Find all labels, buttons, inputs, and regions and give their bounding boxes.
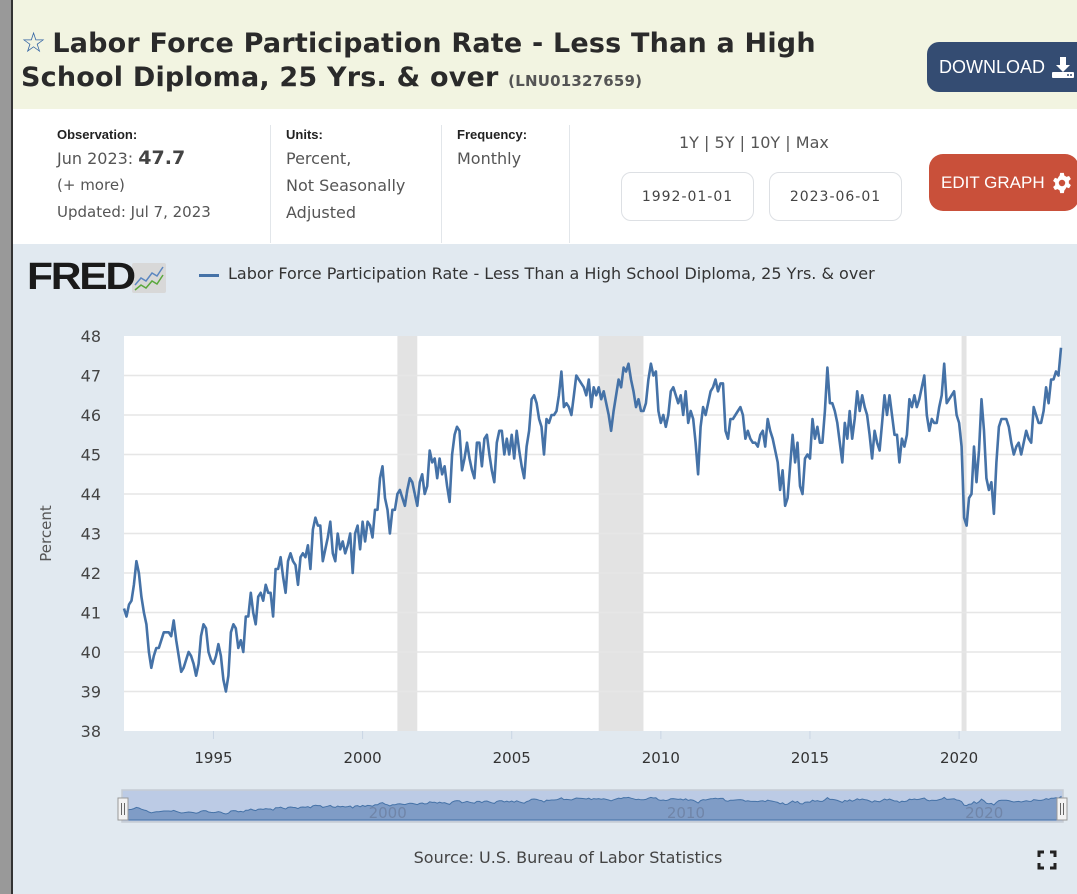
series-header: ☆ Labor Force Participation Rate - Less T… bbox=[13, 0, 1077, 109]
y-tick-label: 39 bbox=[81, 683, 101, 702]
gear-icon bbox=[1052, 172, 1071, 193]
divider bbox=[441, 125, 442, 243]
range-max[interactable]: Max bbox=[795, 133, 829, 152]
fred-logo: FRED bbox=[27, 256, 167, 299]
frequency-value: Monthly bbox=[457, 149, 522, 168]
y-tick-label: 42 bbox=[81, 564, 101, 583]
navigator-tick-label: 2010 bbox=[667, 804, 705, 822]
x-tick-label: 1995 bbox=[194, 749, 232, 767]
divider bbox=[270, 125, 271, 243]
observation-label: Observation: bbox=[57, 127, 138, 142]
y-tick-label: 47 bbox=[81, 367, 101, 386]
units-block: Units: Percent, Not Seasonally Adjusted bbox=[286, 125, 405, 226]
fullscreen-icon[interactable] bbox=[1037, 850, 1057, 870]
chart-source: Source: U.S. Bureau of Labor Statistics bbox=[413, 848, 723, 867]
range-separator: | bbox=[785, 133, 791, 152]
range-1y[interactable]: 1Y bbox=[679, 133, 699, 152]
y-tick-label: 38 bbox=[81, 722, 101, 741]
download-label: DOWNLOAD bbox=[939, 56, 1046, 77]
frequency-label: Frequency: bbox=[457, 127, 528, 142]
navigator-handle-right[interactable] bbox=[1056, 797, 1068, 821]
y-tick-label: 48 bbox=[81, 327, 101, 346]
navigator-series bbox=[123, 795, 1062, 821]
observation-value: 47.7 bbox=[138, 147, 186, 169]
units-line: Adjusted bbox=[286, 203, 357, 222]
x-tick-label: 2000 bbox=[344, 749, 382, 767]
legend-swatch bbox=[199, 274, 219, 277]
navigator-tick-label: 2020 bbox=[965, 804, 1003, 822]
end-date-input[interactable]: 2023-06-01 bbox=[769, 172, 902, 221]
navigator-tick-label: 2000 bbox=[369, 804, 407, 822]
chart-container: FRED Labor Force Participation Rate - Le… bbox=[13, 244, 1077, 894]
star-outline-icon[interactable]: ☆ bbox=[21, 26, 47, 59]
download-button[interactable]: DOWNLOAD bbox=[927, 42, 1077, 92]
observation-date: Jun 2023: bbox=[57, 149, 134, 168]
series-title: Labor Force Participation Rate - Less Th… bbox=[21, 28, 816, 93]
y-tick-label: 44 bbox=[81, 485, 101, 504]
x-tick-label: 2020 bbox=[940, 749, 978, 767]
series-line bbox=[122, 347, 1063, 693]
frequency-block: Frequency: Monthly bbox=[457, 125, 527, 172]
range-selector: 1Y | 5Y | 10Y | Max bbox=[679, 133, 829, 152]
download-icon bbox=[1052, 57, 1075, 78]
edit-graph-label: EDIT GRAPH bbox=[941, 172, 1045, 192]
y-tick-label: 46 bbox=[81, 406, 101, 425]
range-10y[interactable]: 10Y bbox=[750, 133, 781, 152]
window-edge bbox=[0, 0, 13, 894]
edit-graph-button[interactable]: EDIT GRAPH bbox=[929, 154, 1077, 211]
range-separator: | bbox=[739, 133, 745, 152]
y-tick-label: 45 bbox=[81, 446, 101, 465]
x-tick-label: 2010 bbox=[642, 749, 680, 767]
legend-series-label: Labor Force Participation Rate - Less Th… bbox=[228, 264, 875, 283]
units-line: Not Seasonally bbox=[286, 176, 406, 195]
series-metadata: Observation: Jun 2023: 47.7 (+ more) Upd… bbox=[13, 109, 1077, 244]
fred-chart-icon bbox=[132, 262, 167, 293]
y-tick-label: 43 bbox=[81, 525, 101, 544]
start-date-input[interactable]: 1992-01-01 bbox=[621, 172, 754, 221]
more-observations-link[interactable]: (+ more) bbox=[57, 176, 125, 194]
units-label: Units: bbox=[286, 127, 323, 142]
range-separator: | bbox=[704, 133, 710, 152]
fred-wordmark: FRED bbox=[27, 256, 136, 298]
units-line: Percent, bbox=[286, 149, 352, 168]
range-5y[interactable]: 5Y bbox=[714, 133, 735, 152]
x-tick-label: 2015 bbox=[791, 749, 829, 767]
observation-block: Observation: Jun 2023: 47.7 (+ more) Upd… bbox=[57, 125, 211, 226]
x-tick-label: 2005 bbox=[493, 749, 531, 767]
chart-legend[interactable]: Labor Force Participation Rate - Less Th… bbox=[199, 262, 879, 286]
updated-date: Updated: Jul 7, 2023 bbox=[57, 203, 211, 221]
page-title: ☆ Labor Force Participation Rate - Less T… bbox=[21, 26, 921, 98]
y-axis-label: Percent bbox=[37, 505, 55, 562]
series-id: (LNU01327659) bbox=[508, 72, 643, 90]
divider bbox=[569, 125, 570, 243]
y-tick-label: 41 bbox=[81, 604, 101, 623]
line-chart[interactable]: 38 39 40 41 42 43 44 45 46 47 48 1995 2000 2005 2010 20… bbox=[13, 244, 1077, 844]
navigator-handle-left[interactable] bbox=[117, 797, 129, 821]
y-tick-label: 40 bbox=[81, 643, 101, 662]
